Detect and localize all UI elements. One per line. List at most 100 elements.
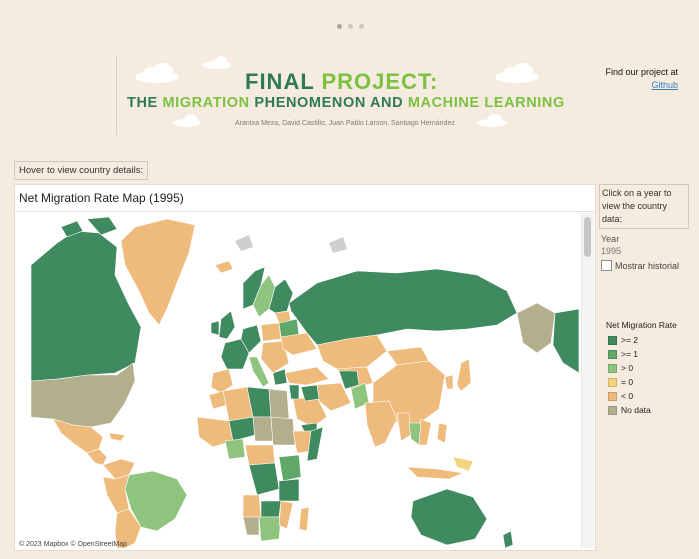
country-uk[interactable] [218, 310, 236, 340]
country-russia[interactable] [288, 268, 518, 346]
country-vietnam[interactable] [418, 418, 432, 446]
country-madagascar[interactable] [298, 506, 310, 532]
country-drc[interactable] [248, 462, 280, 496]
legend-swatch [608, 405, 617, 415]
scrollbar-thumb[interactable] [584, 217, 591, 257]
carousel-dot[interactable] [348, 24, 353, 29]
carousel-dots[interactable] [337, 24, 364, 29]
legend-item[interactable]: > 0 [606, 361, 677, 375]
legend-swatch [608, 377, 617, 387]
year-label: Year [601, 234, 620, 244]
country-poland[interactable] [260, 322, 282, 342]
country-namibia[interactable] [242, 516, 260, 536]
legend-item[interactable]: >= 1 [606, 347, 677, 361]
cloud-decorations [135, 56, 539, 127]
legend-swatch [608, 335, 617, 345]
country-philippines[interactable] [436, 422, 448, 444]
country-peru[interactable] [102, 474, 130, 514]
country-germany[interactable] [240, 324, 262, 354]
legend: Net Migration Rate >= 2 >= 1 > 0 = 0 < 0 No d… [606, 320, 677, 417]
click-year-hint: Click on a year to view the country data… [599, 184, 689, 229]
country-central-africa[interactable] [244, 444, 276, 466]
country-venezuela[interactable] [102, 458, 136, 480]
legend-item[interactable]: >= 2 [606, 333, 677, 347]
legend-label: >= 1 [621, 349, 639, 359]
find-text: Find our project at [605, 67, 678, 77]
country-japan[interactable] [456, 358, 472, 392]
banner-subtitle: THE MIGRATION PHENOMENON AND MACHINE LEA… [127, 95, 565, 111]
map-scrollbar[interactable] [581, 213, 594, 548]
authors-text: Arantxa Meza, David Castillo, Juan Pablo… [235, 120, 455, 127]
github-link[interactable]: Github [651, 80, 678, 90]
legend-swatch [608, 391, 617, 401]
banner-title: FINAL PROJECT: [245, 69, 439, 94]
country-iraq[interactable] [300, 384, 320, 402]
country-niger[interactable] [228, 416, 256, 442]
country-caribbean[interactable] [108, 432, 126, 442]
country-kenya[interactable] [278, 454, 302, 482]
legend-swatch [608, 349, 617, 359]
country-west-africa[interactable] [196, 416, 234, 448]
country-angola[interactable] [242, 494, 262, 518]
country-india[interactable] [364, 400, 398, 448]
map-title: Net Migration Rate Map (1995) [15, 185, 595, 212]
country-canada-islands[interactable] [60, 220, 84, 238]
country-south-africa[interactable] [258, 516, 282, 542]
country-new-zealand[interactable] [502, 530, 514, 548]
country-ukraine[interactable] [280, 332, 318, 356]
carousel-dot[interactable] [359, 24, 364, 29]
country-kazakhstan[interactable] [316, 334, 388, 370]
country-zambia[interactable] [260, 500, 282, 518]
country-spain[interactable] [210, 368, 234, 394]
legend-label: > 0 [621, 363, 634, 373]
country-greece[interactable] [272, 368, 288, 386]
legend-label: < 0 [621, 391, 634, 401]
country-indonesia[interactable] [406, 466, 465, 480]
legend-label: = 0 [621, 377, 634, 387]
legend-swatch [608, 363, 617, 373]
country-myanmar[interactable] [396, 412, 412, 442]
country-somalia[interactable] [306, 426, 324, 462]
country-greenland[interactable] [120, 218, 196, 326]
world-map-svg[interactable] [17, 213, 579, 548]
country-nigeria[interactable] [224, 438, 246, 460]
country-levant[interactable] [288, 384, 300, 400]
history-checkbox[interactable] [601, 260, 612, 271]
country-afghanistan[interactable] [338, 370, 360, 390]
legend-item[interactable]: No data [606, 403, 677, 417]
country-russia-east[interactable] [552, 308, 579, 374]
legend-item[interactable]: = 0 [606, 375, 677, 389]
history-toggle[interactable]: Mostrar historial [601, 260, 679, 271]
year-value[interactable]: 1995 [601, 246, 622, 256]
novaya-zemlya-island [329, 237, 347, 253]
legend-label: No data [621, 405, 651, 415]
country-balkans[interactable] [260, 340, 290, 374]
country-italy[interactable] [248, 356, 270, 388]
country-turkey[interactable] [284, 366, 330, 386]
country-central-america[interactable] [86, 448, 108, 466]
country-australia[interactable] [410, 488, 488, 546]
country-alaska[interactable] [516, 302, 556, 354]
country-ireland[interactable] [210, 320, 220, 336]
history-label: Mostrar historial [615, 260, 680, 271]
legend-title: Net Migration Rate [606, 320, 677, 330]
country-png[interactable] [452, 456, 474, 472]
country-iceland[interactable] [214, 260, 234, 274]
country-argentina[interactable] [114, 508, 142, 548]
country-egypt[interactable] [268, 388, 290, 420]
country-sudan[interactable] [270, 416, 296, 446]
country-mozambique[interactable] [278, 500, 294, 530]
country-korea[interactable] [444, 374, 454, 390]
svalbard-island [235, 235, 253, 251]
hover-hint: Hover to view country details: [14, 161, 149, 180]
title-banner: FINAL PROJECT: THE MIGRATION PHENOMENON … [116, 55, 573, 135]
country-brazil[interactable] [124, 470, 188, 532]
country-canada-islands[interactable] [86, 216, 118, 236]
map-panel: Net Migration Rate Map (1995) [14, 184, 596, 551]
carousel-dot[interactable] [337, 24, 342, 29]
country-tanzania[interactable] [278, 478, 300, 502]
legend-item[interactable]: < 0 [606, 389, 677, 403]
map-attribution: © 2023 Mapbox © OpenStreetMap [19, 541, 127, 548]
country-chad[interactable] [252, 416, 274, 442]
world-map[interactable] [17, 213, 579, 548]
